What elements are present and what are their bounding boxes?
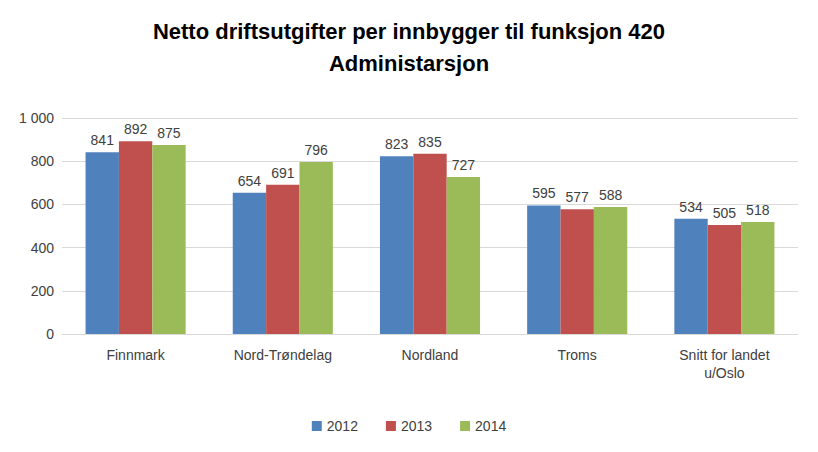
svg-text:577: 577 bbox=[566, 189, 590, 205]
svg-text:Nord-Trøndelag: Nord-Trøndelag bbox=[234, 347, 332, 363]
svg-text:2014: 2014 bbox=[475, 418, 506, 434]
svg-text:796: 796 bbox=[304, 142, 328, 158]
svg-text:400: 400 bbox=[31, 240, 55, 256]
svg-text:841: 841 bbox=[91, 132, 115, 148]
svg-text:691: 691 bbox=[271, 165, 295, 181]
svg-text:Snitt for landet: Snitt for landet bbox=[679, 347, 769, 363]
svg-text:654: 654 bbox=[238, 173, 262, 189]
svg-text:588: 588 bbox=[599, 187, 623, 203]
svg-text:875: 875 bbox=[157, 125, 181, 141]
svg-text:Administarsjon: Administarsjon bbox=[329, 51, 489, 76]
svg-text:Troms: Troms bbox=[558, 347, 597, 363]
svg-text:518: 518 bbox=[746, 202, 770, 218]
svg-text:Netto driftsutgifter per innby: Netto driftsutgifter per innbygger til f… bbox=[153, 19, 665, 44]
svg-text:835: 835 bbox=[418, 134, 442, 150]
svg-text:800: 800 bbox=[31, 153, 55, 169]
svg-text:200: 200 bbox=[31, 283, 55, 299]
svg-text:Nordland: Nordland bbox=[402, 347, 459, 363]
svg-text:505: 505 bbox=[713, 205, 737, 221]
svg-text:823: 823 bbox=[385, 136, 409, 152]
svg-text:2013: 2013 bbox=[401, 418, 432, 434]
svg-text:0: 0 bbox=[46, 326, 54, 342]
svg-text:727: 727 bbox=[452, 157, 476, 173]
svg-text:595: 595 bbox=[532, 185, 556, 201]
svg-text:2012: 2012 bbox=[327, 418, 358, 434]
svg-text:600: 600 bbox=[31, 196, 55, 212]
svg-text:Finnmark: Finnmark bbox=[106, 347, 165, 363]
svg-text:u/Oslo: u/Oslo bbox=[704, 365, 745, 381]
svg-text:534: 534 bbox=[679, 199, 703, 215]
svg-text:1 000: 1 000 bbox=[19, 110, 54, 126]
svg-text:892: 892 bbox=[124, 121, 148, 137]
